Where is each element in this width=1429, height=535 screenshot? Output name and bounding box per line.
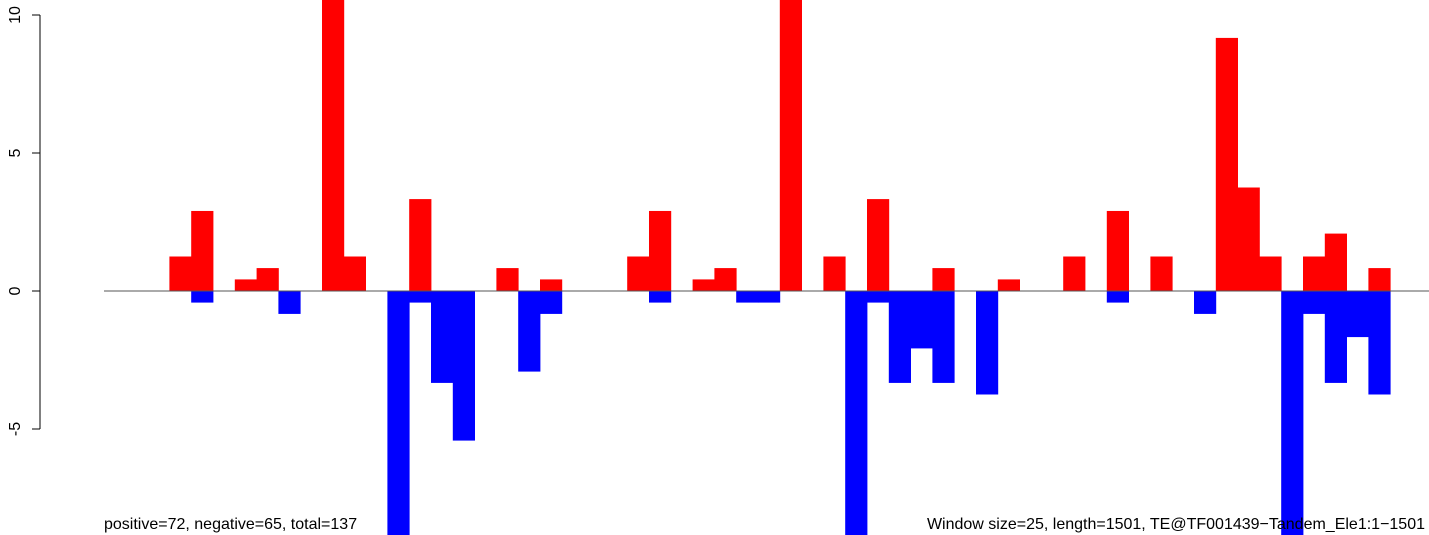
- positive-bar-14: [409, 199, 432, 291]
- positive-bar-51: [1215, 37, 1238, 291]
- negative-bar-58: [1368, 291, 1391, 395]
- negative-bar-46: [1106, 291, 1129, 303]
- y-tick-label: 0: [7, 286, 24, 295]
- negative-bar-56: [1324, 291, 1347, 383]
- positive-bar-58: [1368, 268, 1391, 291]
- positive-bar-56: [1324, 233, 1347, 291]
- negative-bar-37: [910, 291, 933, 349]
- positive-bar-4: [191, 210, 214, 291]
- negative-bar-19: [518, 291, 541, 372]
- positive-bar-25: [649, 210, 672, 291]
- positive-bar-35: [867, 199, 890, 291]
- negative-bar-13: [387, 291, 410, 535]
- negative-bar-54: [1281, 291, 1304, 535]
- positive-bar-11: [343, 256, 366, 291]
- negative-bar-30: [758, 291, 781, 303]
- positive-bar-55: [1303, 256, 1326, 291]
- positive-bar-31: [779, 0, 802, 291]
- positive-bar-41: [997, 279, 1020, 291]
- positive-bar-18: [496, 268, 519, 291]
- bars-group: [169, 0, 1391, 535]
- y-tick-label: 5: [7, 148, 24, 157]
- y-tick-label: 10: [7, 6, 24, 24]
- positive-bar-6: [234, 279, 257, 291]
- y-axis: -5 0 5 10: [7, 6, 41, 436]
- positive-bar-33: [823, 256, 846, 291]
- positive-bar-44: [1063, 256, 1086, 291]
- negative-bar-25: [649, 291, 672, 303]
- positive-bar-53: [1259, 256, 1282, 291]
- negative-bar-36: [888, 291, 911, 383]
- positive-bar-7: [256, 268, 279, 291]
- negative-bar-4: [191, 291, 214, 303]
- positive-bar-3: [169, 256, 192, 291]
- negative-bar-38: [932, 291, 955, 383]
- positive-bar-27: [692, 279, 715, 291]
- positive-bar-38: [932, 268, 955, 291]
- positive-bar-10: [322, 0, 345, 291]
- footer-right-text: Window size=25, length=1501, TE@TF001439…: [927, 516, 1425, 533]
- positive-bar-20: [540, 279, 563, 291]
- negative-bar-34: [845, 291, 868, 535]
- positive-bar-46: [1106, 210, 1129, 291]
- negative-bar-14: [409, 291, 432, 303]
- negative-bar-50: [1194, 291, 1217, 314]
- negative-bar-57: [1346, 291, 1369, 338]
- positive-bar-48: [1150, 256, 1173, 291]
- negative-bar-20: [540, 291, 563, 314]
- negative-bar-15: [431, 291, 454, 383]
- negative-bar-55: [1303, 291, 1326, 314]
- positive-bar-52: [1237, 187, 1260, 291]
- negative-bar-29: [736, 291, 759, 303]
- negative-bar-35: [867, 291, 890, 303]
- negative-bar-40: [976, 291, 999, 395]
- positive-bar-24: [627, 256, 650, 291]
- y-tick-label: -5: [7, 422, 24, 436]
- footer-left-text: positive=72, negative=65, total=137: [104, 516, 357, 533]
- negative-bar-8: [278, 291, 301, 314]
- positive-bar-28: [714, 268, 737, 291]
- negative-bar-16: [452, 291, 475, 441]
